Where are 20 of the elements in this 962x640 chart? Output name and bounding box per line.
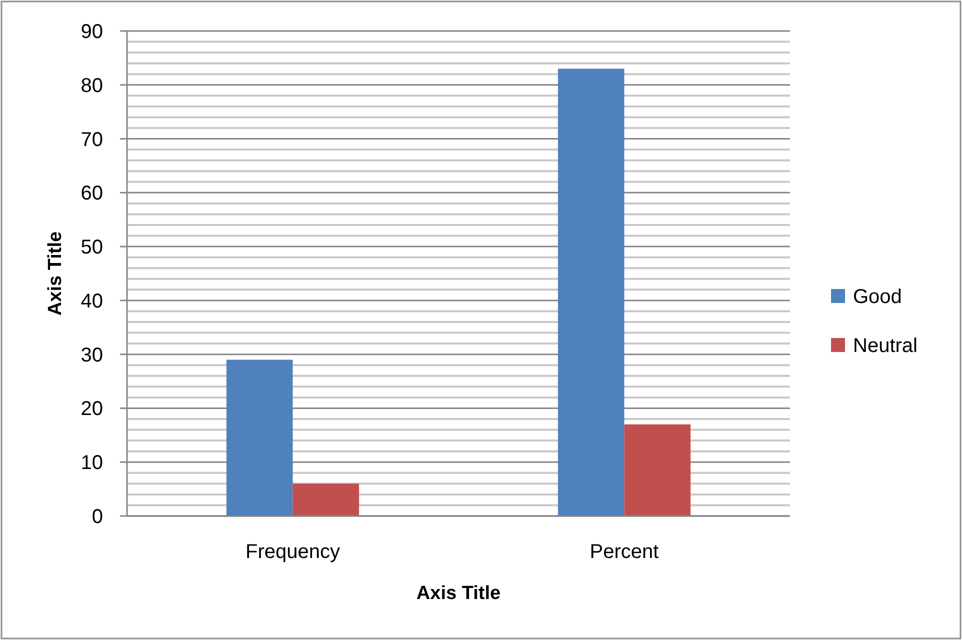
y-tick-label: 20 [80,398,103,420]
y-tick-label: 70 [80,128,103,151]
x-tick-label: Percent [590,541,660,563]
y-axis-title: Axis Title [45,231,66,316]
y-tick-label: 90 [80,21,103,43]
y-tick-label: 80 [80,74,103,97]
legend-label: Neutral [853,335,918,357]
y-tick-label: 60 [80,182,103,205]
y-tick-label: 40 [80,290,103,312]
y-tick-label: 30 [80,344,103,366]
bar [558,68,624,516]
legend-label: Good [853,286,902,308]
y-tick-label: 50 [80,236,103,259]
bar [226,360,293,516]
bar [292,484,360,516]
x-axis-title: Axis Title [416,583,501,604]
y-tick-label: 0 [92,506,103,528]
y-tick-label: 10 [80,452,103,474]
x-tick-label: Frequency [246,541,340,563]
bar [624,424,691,516]
